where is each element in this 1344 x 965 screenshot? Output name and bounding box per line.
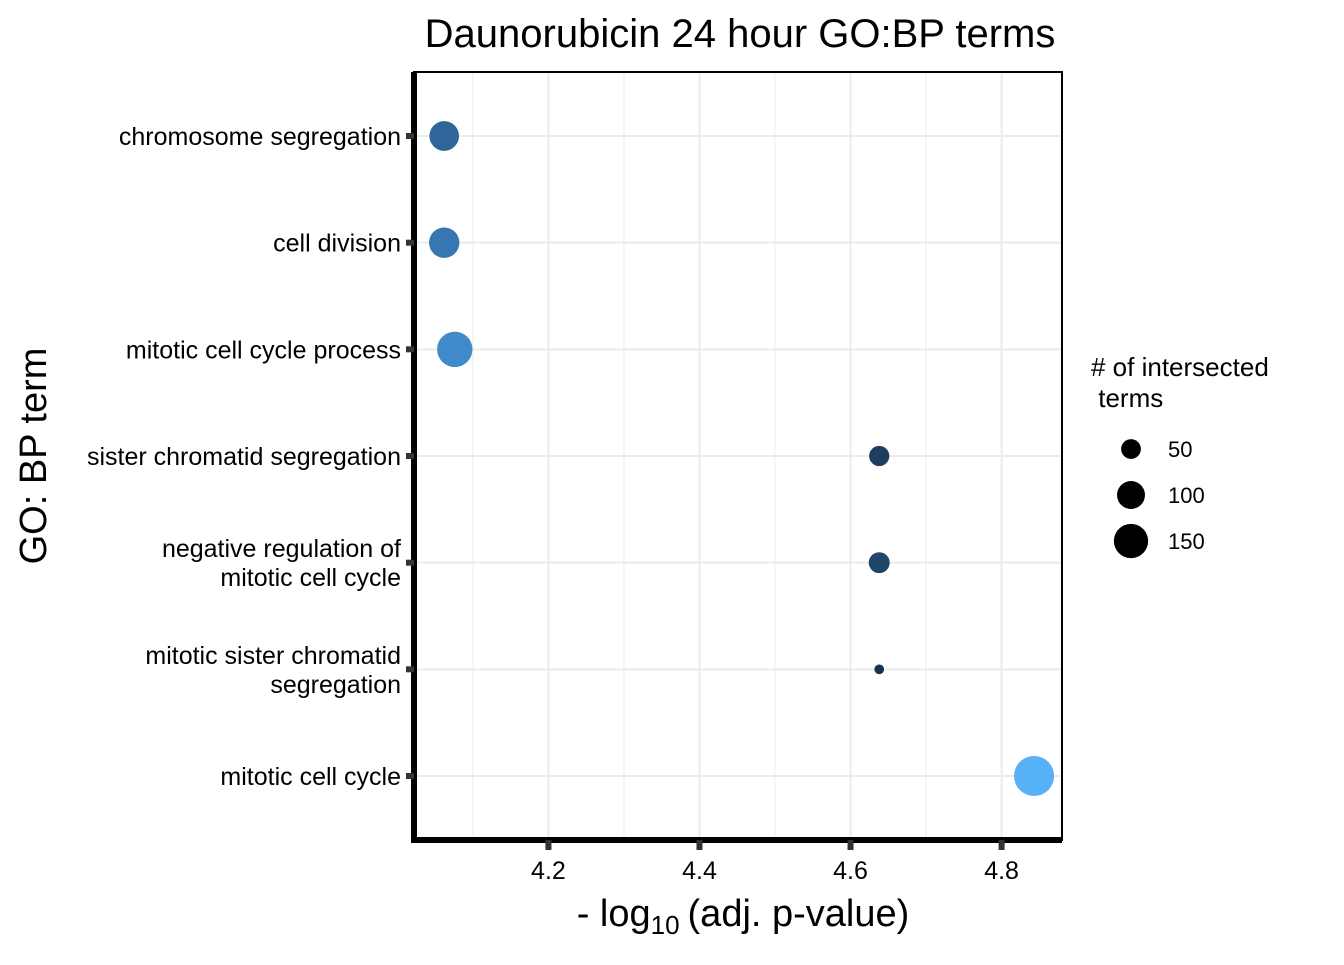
x-axis-ticks: 4.2 4.4 4.6 4.8: [531, 840, 1019, 885]
x-axis-label-subscript: 10: [651, 910, 680, 940]
x-tick-label: 4.8: [984, 857, 1019, 885]
y-tick-label: chromosome segregation: [119, 123, 401, 151]
legend-key-dot: [1117, 481, 1145, 509]
data-point: [429, 227, 460, 258]
x-axis-label-suffix: (adj. p-value): [688, 893, 910, 935]
y-tick-label: mitotic sister chromatid segregation: [145, 642, 401, 699]
legend-key-label: 150: [1168, 529, 1205, 554]
legend-title-line: terms: [1091, 383, 1163, 413]
y-axis-label: GO: BP term: [13, 348, 55, 565]
legend-title: # of intersected terms: [1091, 352, 1269, 413]
y-tick-label-line: mitotic sister chromatid: [145, 642, 401, 670]
data-point: [429, 121, 460, 151]
y-tick-label: mitotic cell cycle process: [126, 336, 401, 364]
data-point: [1014, 755, 1055, 797]
chart-title: Daunorubicin 24 hour GO:BP terms: [425, 12, 1056, 56]
data-point: [869, 445, 890, 467]
y-tick-label-line: mitotic cell cycle: [220, 763, 401, 791]
y-tick-label-line: sister chromatid segregation: [87, 443, 401, 471]
y-tick-label: mitotic cell cycle: [220, 763, 401, 791]
y-tick-label-line: cell division: [273, 230, 401, 258]
y-tick-label: sister chromatid segregation: [87, 443, 401, 471]
y-axis-ticks: chromosome segregation cell division mitot…: [87, 123, 414, 791]
y-tick-label-line: chromosome segregation: [119, 123, 401, 151]
y-tick-label: cell division: [273, 230, 401, 258]
x-tick-label: 4.2: [531, 857, 566, 885]
legend-key-dot: [1113, 523, 1149, 559]
legend-key-label: 100: [1168, 483, 1205, 508]
y-tick-label: negative regulation of mitotic cell cycle: [162, 535, 401, 592]
legend-key-dot: [1121, 439, 1141, 459]
grid-lines: [414, 72, 1062, 840]
legend-key-label: 50: [1168, 437, 1192, 462]
x-axis-label: - log10 (adj. p-value): [577, 893, 910, 940]
data-points: [429, 121, 1055, 797]
x-axis-label-prefix: - log: [577, 893, 651, 935]
y-tick-label-line: segregation: [270, 671, 401, 699]
data-point: [868, 552, 890, 574]
data-point: [874, 664, 885, 675]
x-tick-label: 4.6: [833, 857, 868, 885]
y-tick-label-line: mitotic cell cycle: [220, 564, 401, 592]
y-tick-label-line: mitotic cell cycle process: [126, 336, 401, 364]
data-point: [437, 331, 473, 368]
y-tick-label-line: negative regulation of: [162, 535, 401, 563]
legend-title-line: # of intersected: [1091, 352, 1269, 382]
x-tick-label: 4.4: [682, 857, 717, 885]
